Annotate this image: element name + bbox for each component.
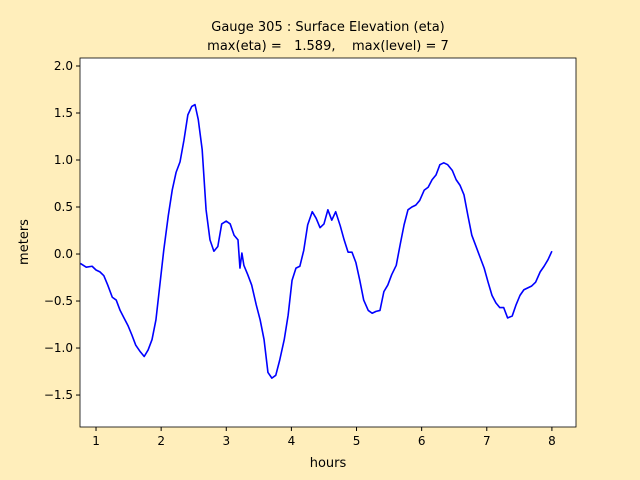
y-tick-label: 1.0 [54,153,73,167]
chart-title: Gauge 305 : Surface Elevation (eta) [211,20,445,35]
plot-frame [79,57,577,428]
y-tick-label: −1.0 [44,341,73,355]
y-tick-label: 2.0 [54,59,73,73]
x-tick-label: 3 [222,434,230,448]
x-tick-label: 5 [353,434,361,448]
x-tick-label: 2 [157,434,165,448]
y-tick-label: 0.5 [54,200,73,214]
x-axis-label: hours [310,456,347,471]
plot-area [80,58,576,427]
x-tick-label: 1 [92,434,100,448]
x-tick-label: 8 [548,434,556,448]
y-tick-label: 0.0 [54,247,73,261]
chart-subtitle: max(eta) = 1.589, max(level) = 7 [207,39,449,54]
y-tick-label: −1.5 [44,388,73,402]
y-tick-label: 1.5 [54,106,73,120]
x-tick-label: 4 [288,434,296,448]
y-axis-label: meters [17,219,32,265]
data-line [79,103,553,379]
x-tick-label: 6 [418,434,426,448]
x-tick-label: 7 [483,434,491,448]
y-tick-label: −0.5 [44,294,73,308]
